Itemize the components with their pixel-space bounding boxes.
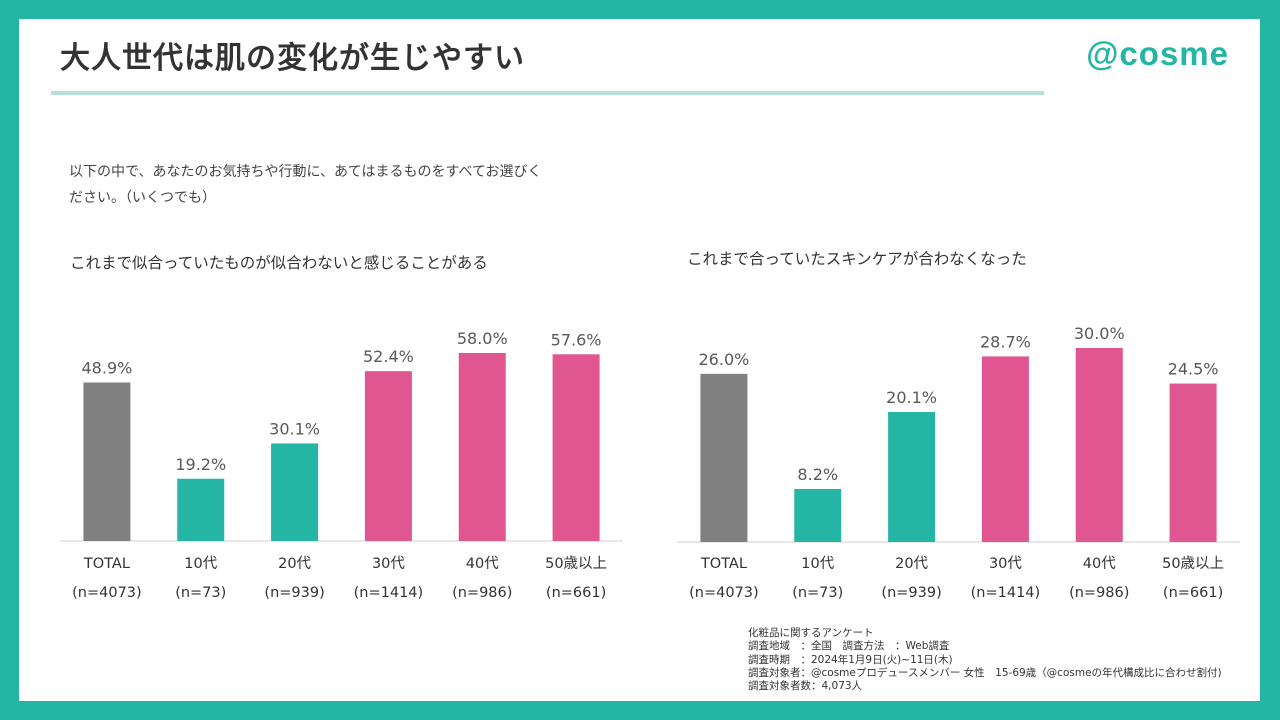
survey-line: 調査地域 ：全国 調査方法 ：Web調査 — [748, 640, 950, 653]
category-label: 50歳以上 — [545, 555, 607, 572]
cosme-logo: @cosme — [1086, 35, 1229, 72]
bar-charts: 48.9% TOTAL (n=4073) 19.2% 10代 (n=73) 30.1% 20代… — [60, 324, 1240, 601]
data-label: 30.0% — [1074, 324, 1125, 343]
bar — [364, 371, 412, 541]
bar — [794, 488, 842, 542]
bar — [888, 412, 936, 542]
chart-1-title: これまで似合っていたものが似合わないと感じることがある — [70, 254, 488, 272]
category-label: TOTAL — [83, 556, 130, 572]
sample-size-label: (n=986) — [452, 585, 512, 601]
data-label: 19.2% — [175, 455, 226, 474]
category-label: 30代 — [372, 555, 405, 572]
sample-size-label: (n=1414) — [354, 585, 424, 601]
category-label: TOTAL — [700, 556, 747, 572]
survey-info: 化粧品に関するアンケート 調査地域 ：全国 調査方法 ：Web調査 調査時期 ：… — [748, 627, 1222, 693]
data-label: 26.0% — [699, 350, 750, 369]
data-label: 48.9% — [82, 358, 133, 377]
category-label: 10代 — [184, 555, 217, 572]
bar — [458, 353, 506, 541]
data-label: 28.7% — [980, 332, 1031, 351]
category-label: 40代 — [466, 555, 499, 572]
category-label: 20代 — [895, 555, 928, 572]
category-label: 40代 — [1083, 555, 1116, 572]
bar — [1169, 383, 1217, 542]
sample-size-label: (n=939) — [881, 585, 941, 601]
survey-line: 調査対象者：@cosmeプロデュースメンバー 女性 15-69歳（@cosmeの… — [748, 666, 1222, 679]
sample-size-label: (n=4073) — [72, 585, 142, 601]
bar — [981, 356, 1029, 542]
data-label: 58.0% — [457, 329, 508, 348]
sample-size-label: (n=73) — [175, 585, 226, 601]
bar — [700, 373, 748, 542]
chart-2-title: これまで合っていたスキンケアが合わなくなった — [687, 250, 1027, 268]
sample-size-label: (n=661) — [1163, 585, 1223, 601]
data-label: 8.2% — [797, 465, 838, 484]
sample-size-label: (n=939) — [264, 585, 324, 601]
category-label: 30代 — [989, 555, 1022, 572]
title-divider — [51, 91, 1044, 95]
bar — [1075, 348, 1123, 542]
sample-size-label: (n=986) — [1069, 585, 1129, 601]
data-label: 30.1% — [269, 419, 320, 438]
bar — [271, 443, 319, 541]
data-label: 20.1% — [886, 388, 937, 407]
data-label: 57.6% — [551, 330, 602, 349]
sample-size-label: (n=661) — [546, 585, 606, 601]
bar — [177, 478, 225, 541]
sample-size-label: (n=1414) — [971, 585, 1041, 601]
category-label: 50歳以上 — [1162, 555, 1224, 572]
data-label: 52.4% — [363, 347, 414, 366]
bar — [83, 382, 131, 541]
slide-frame: 大人世代は肌の変化が生じやすい @cosme 以下の中で、あなたのお気持ちや行動… — [19, 19, 1260, 701]
survey-question: 以下の中で、あなたのお気持ちや行動に、あてはまるものをすべてお選びください。（い… — [69, 164, 542, 206]
bar — [552, 354, 600, 541]
data-label: 24.5% — [1168, 360, 1219, 379]
category-label: 10代 — [801, 555, 834, 572]
page-title: 大人世代は肌の変化が生じやすい — [60, 41, 525, 76]
survey-line: 調査対象者数：4,073人 — [748, 680, 863, 693]
sample-size-label: (n=73) — [792, 585, 843, 601]
sample-size-label: (n=4073) — [689, 585, 759, 601]
category-label: 20代 — [278, 555, 311, 572]
survey-line: 化粧品に関するアンケート — [748, 627, 874, 639]
survey-line: 調査時期 ：2024年1月9日(火)~11日(木) — [748, 653, 953, 666]
